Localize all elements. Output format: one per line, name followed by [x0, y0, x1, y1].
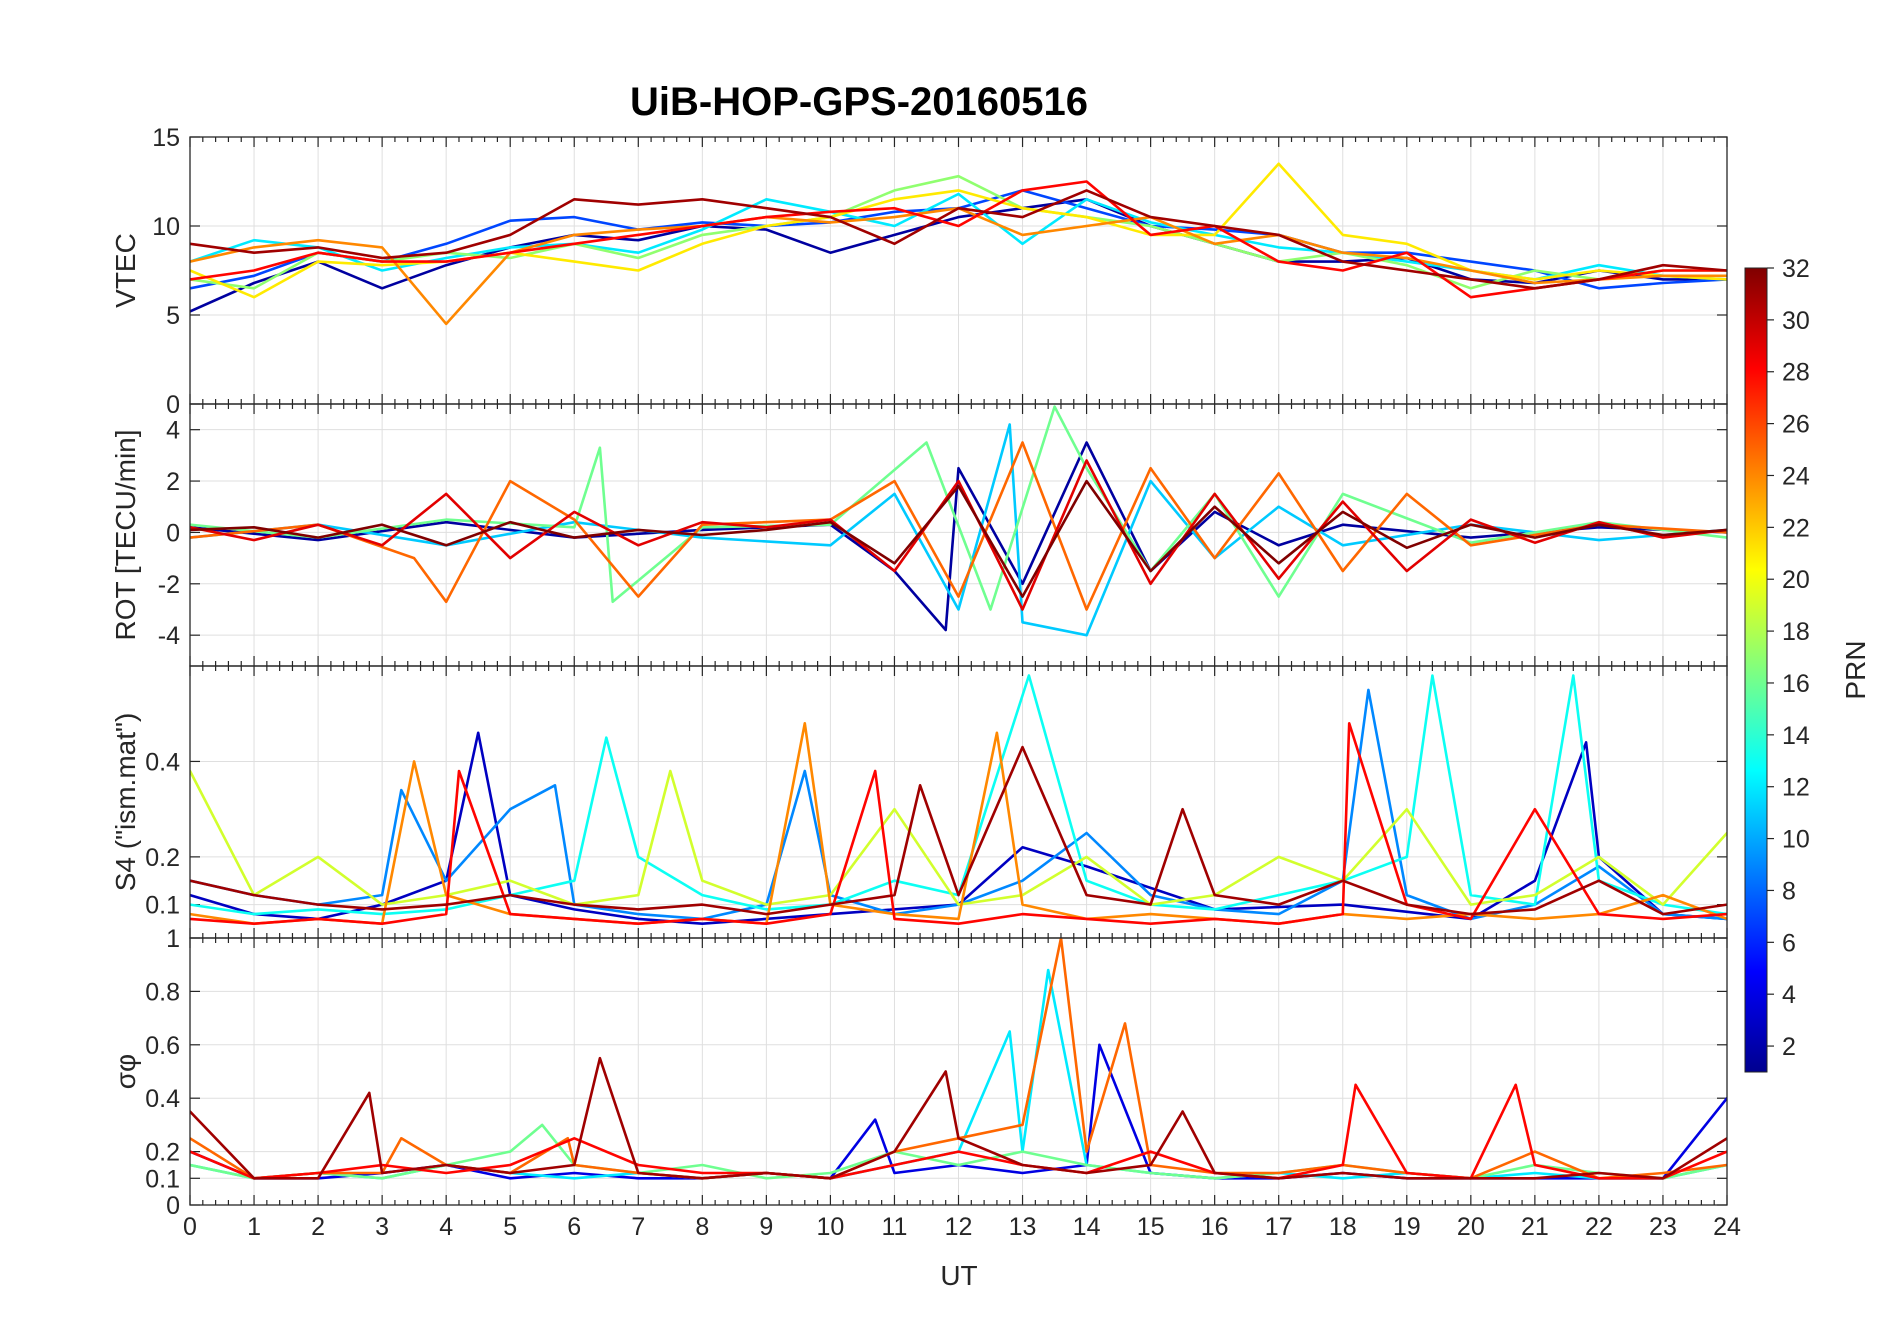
x-tick-label: 13 [1009, 1213, 1037, 1241]
x-tick-label: 11 [881, 1213, 907, 1241]
series-prn-29 [190, 459, 1727, 611]
series-prn-16 [190, 405, 1727, 611]
panel-rot: -4 -2 0 2 4 ROT [TECU/min] [110, 403, 1728, 667]
series-prn-24 [190, 722, 1727, 925]
y-tick-label: 0.6 [145, 1032, 180, 1060]
colorbar-tick-label: 4 [1782, 981, 1796, 1009]
x-tick-label: 22 [1585, 1213, 1613, 1241]
x-tick-label: 23 [1649, 1213, 1677, 1241]
y-tick-label: 0.4 [145, 748, 180, 776]
colorbar-tick-label: 8 [1782, 877, 1796, 905]
x-tick-label: 1 [247, 1213, 261, 1241]
colorbar-tick-label: 32 [1782, 255, 1810, 283]
x-tick-labels: 0 1 2 3 4 5 6 7 8 9 10 11 12 13 14 15 16 17 18 19 20 21 22 23 24 [183, 1213, 1741, 1241]
traces [190, 674, 1727, 925]
colorbar-label: PRN [1840, 640, 1871, 699]
x-tick-label: 5 [503, 1213, 517, 1241]
panel-s4: 0.1 0.2 0.4S4 ("ism.mat") [110, 665, 1728, 939]
y-tick-label: 0.1 [145, 892, 180, 920]
axis-frame [189, 937, 1728, 1206]
colorbar-tick-label: 28 [1782, 359, 1810, 387]
x-tick-label: 17 [1265, 1213, 1293, 1241]
x-tick-label: 20 [1457, 1213, 1485, 1241]
series-prn-31 [190, 745, 1727, 916]
chart-title: UiB-HOP-GPS-20160516 [630, 80, 1088, 124]
y-axis-label: σφ [110, 1054, 141, 1089]
x-tick-label: 6 [567, 1213, 581, 1241]
x-tick-label: 7 [631, 1213, 645, 1241]
colorbar-tick-label: 24 [1782, 462, 1810, 490]
x-tick-label: 8 [695, 1213, 709, 1241]
colorbar-tick-label: 20 [1782, 566, 1810, 594]
traces [190, 938, 1727, 1180]
y-tick-label: 0.4 [145, 1085, 180, 1113]
x-tick-label: 3 [375, 1213, 389, 1241]
y-tick-label: 0.1 [145, 1165, 180, 1193]
y-tick-label: -4 [158, 622, 180, 650]
y-tick-label: 10 [152, 213, 180, 241]
y-axis-label: ROT [TECU/min] [110, 429, 141, 640]
colorbar-tick-label: 12 [1782, 774, 1810, 802]
colorbar-tick-label: 14 [1782, 722, 1810, 750]
colorbar-tick-label: 18 [1782, 618, 1810, 646]
y-tick-label: -2 [158, 571, 180, 599]
x-tick-label: 9 [759, 1213, 773, 1241]
series-prn-2 [190, 441, 1727, 632]
colorbar-tick-label: 2 [1782, 1033, 1796, 1061]
colorbar-tick-label: 22 [1782, 514, 1810, 542]
series-prn-28 [190, 722, 1727, 925]
series-prn-25 [190, 441, 1727, 611]
x-tick-label: 12 [945, 1213, 973, 1241]
colorbar-gradient [1744, 267, 1768, 1073]
series-prn-19 [190, 769, 1727, 906]
y-tick-label: 0.8 [145, 978, 180, 1006]
x-tick-label: 0 [183, 1213, 197, 1241]
x-tick-label: 19 [1393, 1213, 1421, 1241]
series-prn-31 [190, 189, 1727, 290]
y-tick-label: 0 [166, 519, 180, 547]
colorbar-tick-label: 30 [1782, 307, 1810, 335]
y-tick-label: 0 [166, 391, 180, 419]
series-prn-28 [190, 180, 1727, 299]
x-tick-label: 2 [311, 1213, 325, 1241]
x-tick-label: 4 [439, 1213, 453, 1241]
y-tick-label: 0 [166, 1192, 180, 1220]
y-tick-label: 0.2 [145, 1139, 180, 1167]
y-tick-label: 15 [152, 124, 180, 152]
series-prn-32 [190, 479, 1727, 598]
x-axis-label: UT [940, 1260, 977, 1291]
x-tick-label: 16 [1201, 1213, 1229, 1241]
traces [190, 162, 1727, 326]
y-axis-label: VTEC [110, 233, 141, 308]
y-tick-label: 4 [166, 417, 180, 445]
x-tick-label: 10 [817, 1213, 845, 1241]
panel-sigma_phi: 00.10.2 0.4 0.6 0.8 1 σφ [110, 925, 1728, 1220]
x-tick-label: 21 [1521, 1213, 1549, 1241]
y-tick-label: 0.2 [145, 844, 180, 872]
y-axis-label: S4 ("ism.mat") [110, 713, 141, 892]
y-tick-label: 2 [166, 468, 180, 496]
colorbar-tick-label: 26 [1782, 411, 1810, 439]
colorbar-tick-label: 16 [1782, 670, 1810, 698]
colorbar-tick-label: 6 [1782, 929, 1796, 957]
x-tick-label: 18 [1329, 1213, 1357, 1241]
traces [190, 405, 1727, 637]
x-tick-label: 15 [1137, 1213, 1165, 1241]
series-prn-31 [190, 1056, 1727, 1180]
colorbar-tick-label: 10 [1782, 826, 1810, 854]
x-tick-label: 14 [1073, 1213, 1101, 1241]
panel-vtec: 0 5 10 15 VTEC [110, 124, 1728, 419]
x-tick-label: 24 [1713, 1213, 1741, 1241]
y-tick-label: 1 [166, 925, 180, 953]
y-tick-label: 5 [166, 302, 180, 330]
